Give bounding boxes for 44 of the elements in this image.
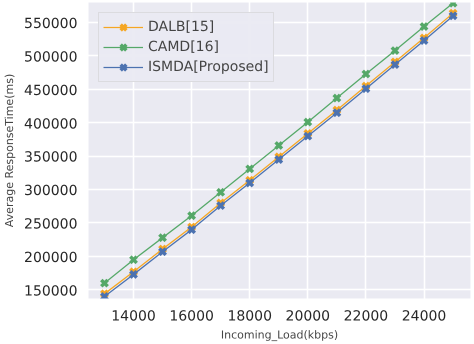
point: [158, 232, 168, 243]
point: [390, 46, 400, 56]
point: [128, 270, 138, 280]
point: [302, 131, 313, 142]
x-tick-label: 18000: [227, 308, 272, 324]
point: [244, 178, 255, 188]
point: [244, 164, 255, 174]
point: [186, 210, 197, 221]
x-tick-label: 16000: [169, 308, 214, 324]
y-tick-label: 450000: [24, 82, 78, 99]
point: [448, 10, 458, 21]
y-axis-title: Average ResponseTime(ms): [3, 74, 16, 228]
x-axis-title: Incoming_Load(kbps): [220, 328, 338, 342]
y-tick-label: 300000: [24, 183, 78, 200]
y-tick-label: 200000: [24, 250, 78, 266]
x-tick-label: 20000: [286, 308, 330, 324]
legend-label: DALB[15]: [148, 19, 214, 35]
point: [302, 117, 313, 128]
point: [216, 187, 226, 198]
point: [332, 93, 342, 103]
x-tick-label: 14000: [111, 308, 156, 324]
point: [419, 22, 429, 32]
legend-label: ISMDA[Proposed]: [148, 59, 269, 75]
y-tick-label: 550000: [24, 16, 78, 32]
y-tick-label: 150000: [24, 283, 78, 300]
point: [186, 224, 197, 235]
point: [419, 36, 429, 46]
point: [360, 84, 371, 94]
point: [390, 60, 400, 70]
point: [100, 278, 110, 288]
point: [216, 200, 226, 211]
y-tick-label: 500000: [24, 49, 78, 66]
y-tick-label: 250000: [24, 216, 78, 232]
x-tick-label: 22000: [344, 308, 388, 324]
point: [128, 254, 138, 265]
point: [158, 246, 168, 257]
y-tick-label: 350000: [24, 150, 78, 166]
point: [332, 108, 342, 118]
legend-label: CAMD[16]: [148, 39, 219, 55]
point: [360, 69, 371, 79]
y-tick-label: 400000: [24, 116, 78, 132]
point: [274, 154, 284, 164]
point: [274, 140, 284, 150]
x-tick-label: 24000: [402, 308, 446, 324]
